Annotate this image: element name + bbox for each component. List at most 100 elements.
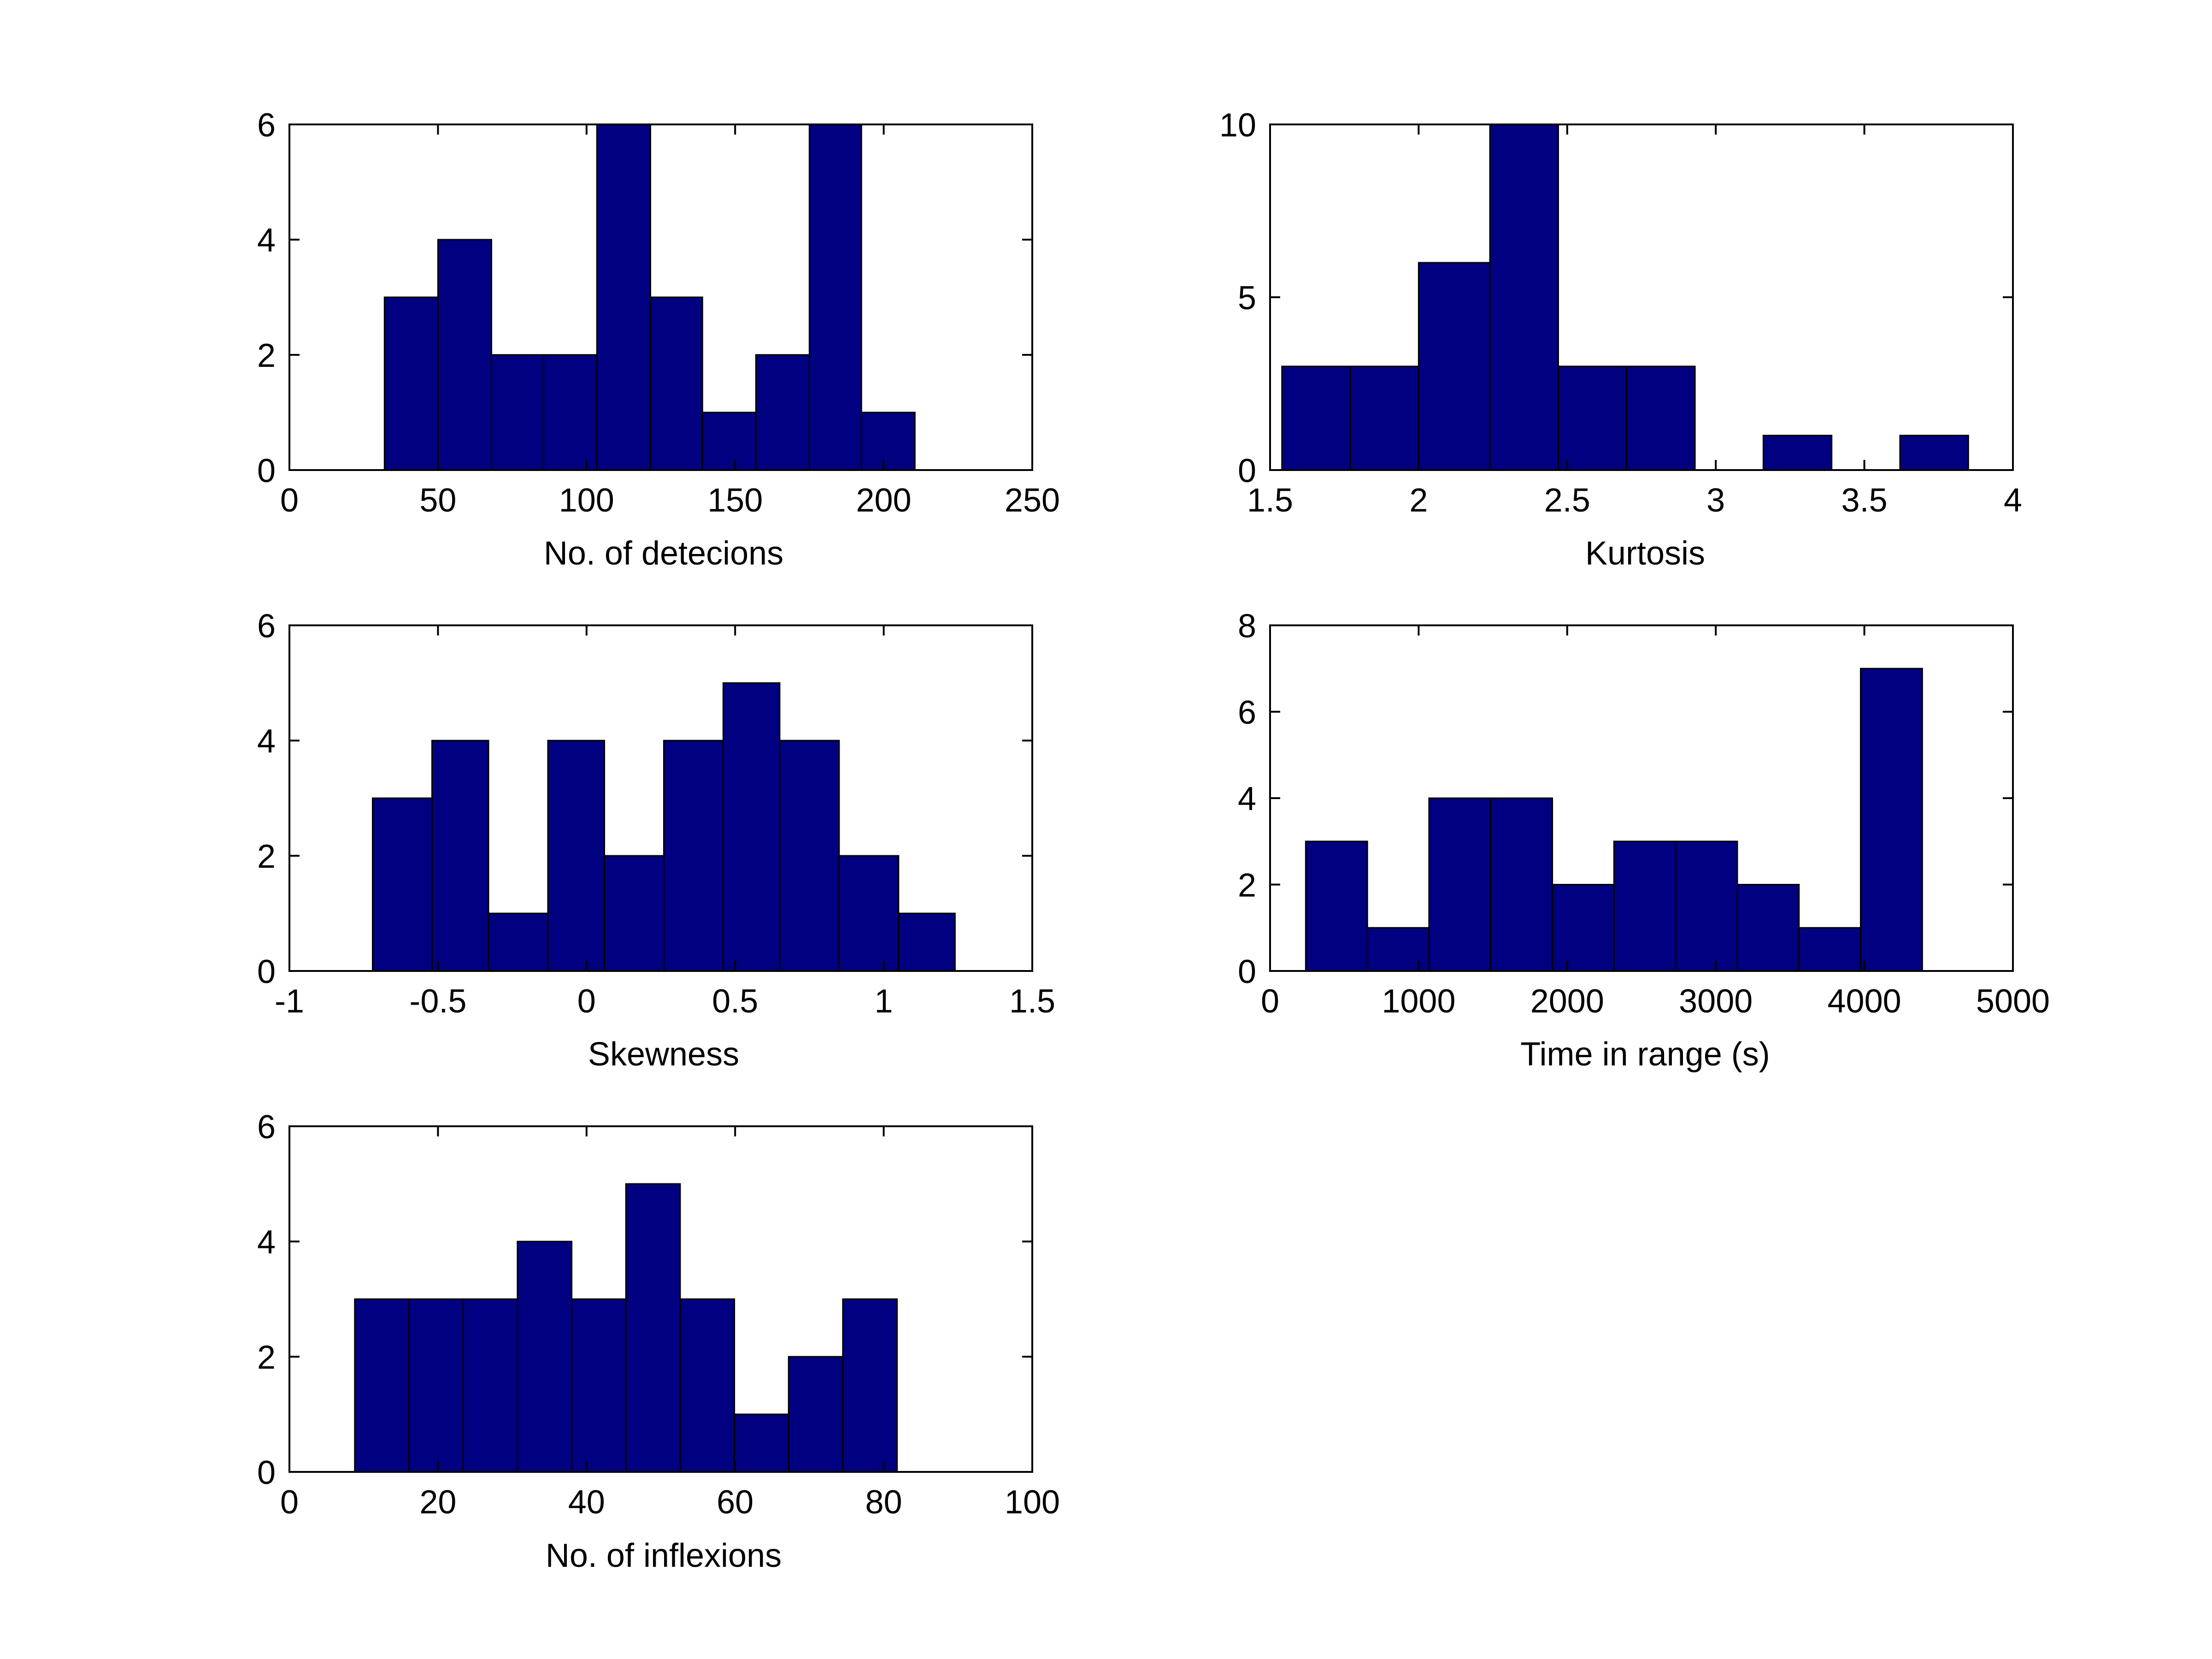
x-tick-label: 1.5 [1247,482,1293,519]
histogram-bar-2 [1418,262,1491,471]
x-tick-label: 60 [717,1484,753,1521]
y-tick-label: 0 [257,453,276,489]
y-tick-label: 4 [1238,781,1256,818]
histogram-bar-1 [1366,927,1430,972]
kurtosis-histogram: 1.5 2 2.5 3 3.5 4 0 5 10 Kurtosis [1219,107,2022,572]
y-tick-label: 2 [257,1339,276,1376]
x-tick-label: 1.5 [1009,983,1055,1020]
axes-frame [288,624,1033,972]
y-tick-label: 4 [257,723,276,760]
axis-label-x: Time in range (s) [1520,1036,1770,1073]
axis-label-x: Skewness [588,1036,739,1073]
histogram-bar-8 [838,855,900,972]
x-tick-label: 0 [280,1484,299,1521]
detections-histogram: 0 50 100 150 200 250 0 2 4 6 No. of detecions [257,107,1060,572]
histogram-bar-9 [898,912,956,972]
histogram-bar-0 [383,296,439,471]
y-tick-label: 0 [257,1454,276,1491]
histogram-bar-6 [679,1298,735,1473]
histogram-bar-7 [755,354,810,471]
histogram-bar-1 [437,239,492,471]
x-tick-label: 3.5 [1841,482,1888,519]
y-tick-label: 6 [257,107,276,144]
time-in-range-histogram: 0 1000 2000 3000 4000 5000 0 2 4 6 8 Time in range … [1238,608,2050,1073]
x-tick-label: 150 [707,482,763,519]
histogram-bar-9 [842,1298,898,1473]
histogram-bar-7 [1736,884,1800,972]
histogram-bar-8 [788,1356,844,1473]
skewness-histogram: -1 -0.5 0 0.5 1 1.5 0 2 4 6 Skewness [257,608,1055,1073]
histogram-bar-0 [354,1298,410,1473]
x-tick-label: 0 [577,983,596,1020]
histogram-bar-6 [722,682,781,972]
histogram-bar-3 [547,740,605,972]
y-tick-label: 8 [1238,608,1256,645]
x-tick-label: 2 [1409,482,1428,519]
histogram-bar-9 [860,412,916,471]
histogram-bar-2 [462,1298,518,1473]
x-tick-label: 80 [865,1484,902,1521]
y-tick-label: 2 [257,337,276,374]
histogram-bar-6 [1675,841,1738,972]
x-tick-label: 1000 [1382,983,1455,1020]
y-tick-label: 0 [1238,453,1256,489]
axes-frame [288,1125,1033,1473]
y-tick-label: 6 [257,608,276,645]
y-tick-label: 4 [257,1224,276,1261]
histogram-bar-9 [1899,435,1969,471]
histogram-bar-7 [779,740,840,972]
histogram-bar-3 [1490,797,1553,972]
histogram-bar-6 [701,412,757,471]
x-tick-label: 4000 [1828,983,1901,1020]
histogram-bar-4 [571,1298,627,1473]
histogram-bar-5 [1626,365,1696,471]
x-tick-label: 50 [419,482,456,519]
x-tick-label: -0.5 [409,983,466,1020]
histogram-bar-1 [431,740,489,972]
axis-label-x: Kurtosis [1585,535,1705,572]
y-tick-label: 10 [1219,107,1256,144]
histogram-bar-9 [1860,668,1923,972]
inflexions-histogram: 0 20 40 60 80 100 0 2 4 6 No. of inflexions [257,1109,1060,1574]
y-tick-label: 0 [1238,953,1256,990]
x-tick-label: 2000 [1530,983,1604,1020]
histogram-bar-2 [1428,797,1492,972]
y-tick-label: 0 [257,953,276,990]
histogram-bar-0 [1281,365,1351,471]
histogram-bar-0 [372,797,433,972]
y-tick-label: 2 [257,838,276,875]
histogram-bar-0 [1305,841,1368,972]
histogram-bar-7 [1762,435,1833,471]
x-tick-label: 100 [1005,1484,1060,1521]
histogram-bar-4 [1552,884,1615,972]
x-tick-label: 3000 [1679,983,1753,1020]
histogram-bar-5 [663,740,724,972]
x-tick-label: -1 [275,983,304,1020]
histogram-bar-2 [488,912,549,972]
x-tick-label: 200 [856,482,912,519]
x-tick-label: 5000 [1976,983,2050,1020]
x-tick-label: 3 [1706,482,1725,519]
y-tick-label: 5 [1238,280,1256,317]
histogram-bar-4 [603,855,665,972]
histogram-bar-3 [542,354,598,471]
histogram-bar-4 [596,124,651,471]
x-tick-label: 0.5 [712,983,758,1020]
y-tick-label: 2 [1238,867,1256,904]
axes-frame [288,124,1033,471]
x-tick-label: 0 [280,482,299,519]
histogram-bar-3 [517,1241,573,1473]
x-tick-label: 4 [2004,482,2022,519]
histogram-bar-8 [1798,927,1862,972]
y-tick-label: 4 [257,222,276,259]
x-tick-label: 20 [419,1484,456,1521]
histogram-bar-7 [734,1413,789,1473]
histogram-bar-3 [1489,124,1559,471]
histogram-bar-8 [808,124,862,471]
histogram-bar-4 [1557,365,1628,471]
histogram-bar-1 [408,1298,464,1473]
histogram-bar-5 [1613,841,1677,972]
x-tick-label: 40 [568,1484,605,1521]
x-tick-label: 0 [1261,983,1279,1020]
